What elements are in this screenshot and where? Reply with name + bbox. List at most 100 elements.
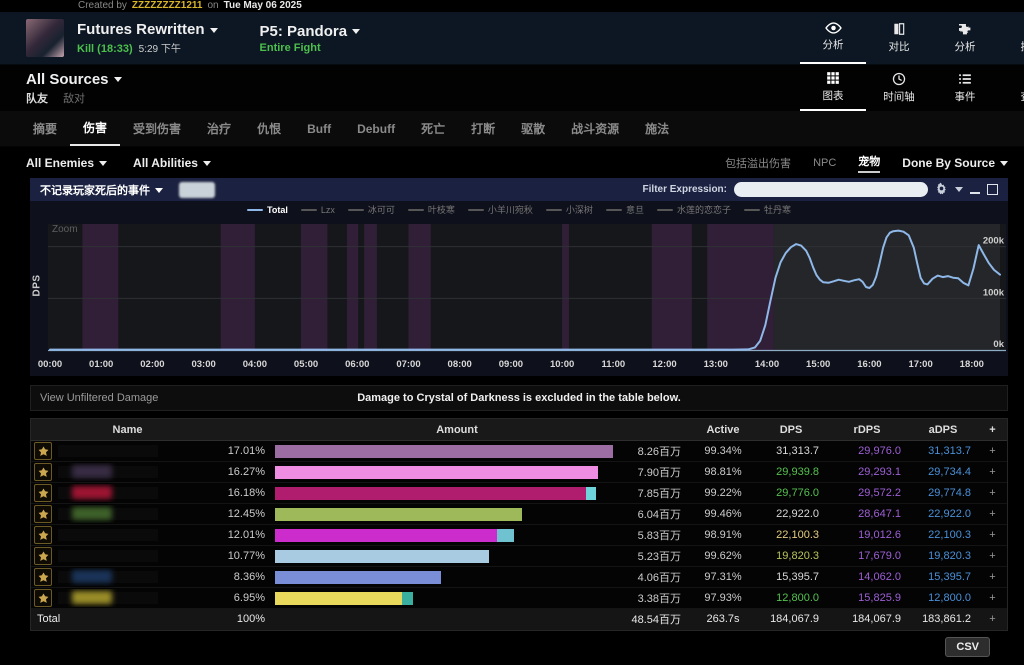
tab-11[interactable]: 施法 xyxy=(645,122,670,136)
friendlies-toggle[interactable]: 队友 xyxy=(26,92,48,105)
legend-label: 水莲的恋恋子 xyxy=(676,205,731,215)
gear-menu-caret[interactable] xyxy=(955,187,963,192)
npc-toggle[interactable]: NPC xyxy=(813,156,837,169)
legend-item-5[interactable]: 小深树 xyxy=(545,203,593,216)
legend-item-6[interactable]: 意旦 xyxy=(605,203,644,216)
table-row[interactable]: 16.18% 7.85百万 99.22% 29,776.0 29,572.2 29,774… xyxy=(31,483,1007,504)
legend-item-4[interactable]: 小羊川宛秋 xyxy=(467,203,533,216)
nav-timeline[interactable]: 时间轴 xyxy=(866,65,932,111)
created-by-strip: Created by ZZZZZZZZ1211 on Tue May 06 20… xyxy=(0,0,1024,12)
tab-6[interactable]: Debuff xyxy=(357,121,396,136)
table-row[interactable]: 17.01% 8.26百万 99.34% 31,313.7 29,976.0 31,313… xyxy=(31,441,1007,462)
blurred-button[interactable] xyxy=(179,181,215,198)
col-active[interactable]: Active xyxy=(706,423,740,436)
tab-1[interactable]: 伤害 xyxy=(70,111,121,146)
tab-10[interactable]: 战斗资源 xyxy=(571,122,620,136)
tab-0[interactable]: 摘要 xyxy=(33,122,58,136)
x-tick-label: 06:00 xyxy=(345,359,369,370)
table-row[interactable]: 12.45% 6.04百万 99.46% 22,922.0 28,647.1 22,922… xyxy=(31,504,1007,525)
legend-item-8[interactable]: 牡丹寒 xyxy=(743,203,791,216)
x-tick-label: 13:00 xyxy=(704,359,728,370)
tab-7[interactable]: 死亡 xyxy=(421,122,446,136)
legend-swatch xyxy=(467,208,484,211)
legend-label: Lzx xyxy=(320,204,335,215)
legend-swatch xyxy=(347,208,364,211)
damage-bar xyxy=(275,528,514,542)
legend-swatch xyxy=(743,208,760,211)
pets-toggle[interactable]: 宠物 xyxy=(858,153,881,173)
col-amount[interactable]: Amount xyxy=(436,423,478,436)
legend-item-0[interactable]: Total xyxy=(247,205,288,215)
legend-label: 冰可可 xyxy=(367,205,395,215)
x-tick-label: 07:00 xyxy=(396,359,420,370)
csv-export-button[interactable]: CSV xyxy=(945,637,990,657)
job-icon xyxy=(34,547,52,565)
enemies-toggle[interactable]: 敌对 xyxy=(63,92,86,105)
y-tick-label: 100k xyxy=(983,287,1005,298)
x-tick-label: 04:00 xyxy=(243,359,267,370)
table-row[interactable]: 16.27% 7.90百万 98.81% 29,939.8 29,293.1 29,734… xyxy=(31,462,1007,483)
dps-plot[interactable]: DPS Zoom 00:00 01:00 02:00 03:00 04:00 05:00 0… xyxy=(30,218,1008,376)
phase-band xyxy=(220,224,255,351)
nav-analysis[interactable]: 分析 xyxy=(932,12,998,64)
all-enemies-dropdown[interactable]: All Enemies xyxy=(26,156,108,170)
legend-label: 小羊川宛秋 xyxy=(487,205,533,215)
redacted-player-name xyxy=(58,550,158,562)
table-total-row: Total 100% 48.54百万 263.7s 184,067.9 184,067.9… xyxy=(31,609,1007,630)
phase-band xyxy=(82,224,119,351)
report-title-dropdown[interactable]: Futures Rewritten xyxy=(77,21,218,38)
tab-9[interactable]: 驱散 xyxy=(521,122,546,136)
legend-swatch xyxy=(605,208,622,211)
report-thumbnail[interactable] xyxy=(26,19,64,57)
chevron-down-icon xyxy=(113,77,122,83)
tab-5[interactable]: Buff xyxy=(307,121,332,136)
filter-expression-label: Filter Expression: xyxy=(642,184,727,195)
table-row[interactable]: 12.01% 5.83百万 98.91% 22,100.3 19,012.6 22,100… xyxy=(31,525,1007,546)
tab-3[interactable]: 治疗 xyxy=(207,122,232,136)
chart-legend: Total Lzx 冰可可 叶枝寒 小羊川宛秋 小深树 意旦 水莲的恋恋子 牡丹寒 xyxy=(30,201,1008,218)
legend-item-2[interactable]: 冰可可 xyxy=(347,203,395,216)
table-row[interactable]: 8.36% 4.06百万 97.31% 15,395.7 14,062.0 15,395.… xyxy=(31,567,1007,588)
legend-item-7[interactable]: 水莲的恋恋子 xyxy=(656,203,731,216)
maximize-icon[interactable] xyxy=(987,184,998,195)
death-filter-dropdown[interactable]: 不记录玩家死后的事件 xyxy=(40,182,163,198)
col-dps[interactable]: DPS xyxy=(779,423,803,436)
legend-swatch xyxy=(656,208,673,211)
col-name[interactable]: Name xyxy=(112,423,143,436)
fight-dropdown[interactable]: P5: Pandora xyxy=(260,23,361,40)
legend-label: 意旦 xyxy=(625,205,644,215)
dps-line-chart[interactable]: 00:00 01:00 02:00 03:00 04:00 05:00 06:00 07:00… xyxy=(30,218,1008,376)
view-unfiltered-link[interactable]: View Unfiltered Damage xyxy=(40,392,159,404)
legend-item-1[interactable]: Lzx xyxy=(300,204,335,215)
table-row[interactable]: 6.95% 3.38百万 97.93% 12,800.0 15,825.9 12,800.… xyxy=(31,588,1007,609)
nav-queries[interactable]: 查询 xyxy=(998,65,1024,111)
overkill-toggle[interactable]: 包括溢出伤害 xyxy=(725,157,792,170)
col-plus[interactable]: + xyxy=(989,423,996,436)
gear-icon[interactable] xyxy=(935,182,948,198)
nav-charts[interactable]: 图表 xyxy=(800,65,866,111)
nav-analyze[interactable]: 分析 xyxy=(800,12,866,64)
tab-8[interactable]: 打断 xyxy=(471,122,496,136)
chevron-down-icon xyxy=(352,29,361,35)
damage-bar xyxy=(275,549,489,563)
source-bar: All Sources 队友 敌对 图表 时间轴 事件 查询 xyxy=(0,65,1024,111)
nav-rankings[interactable]: 排名 xyxy=(998,12,1024,64)
report-date: Tue May 06 2025 xyxy=(223,0,302,11)
legend-item-3[interactable]: 叶枝寒 xyxy=(407,203,455,216)
tab-4[interactable]: 仇恨 xyxy=(257,122,282,136)
chevron-down-icon xyxy=(202,160,211,166)
minimize-icon[interactable] xyxy=(970,191,980,194)
tab-2[interactable]: 受到伤害 xyxy=(133,122,182,136)
nav-events[interactable]: 事件 xyxy=(932,65,998,111)
damage-table: Name Amount Active DPS rDPS aDPS + 17.01… xyxy=(30,418,1008,631)
author-link[interactable]: ZZZZZZZZ1211 xyxy=(131,0,203,11)
done-by-source-dropdown[interactable]: Done By Source xyxy=(902,156,1008,170)
sources-dropdown[interactable]: All Sources xyxy=(26,71,1024,88)
filter-expression-input[interactable] xyxy=(734,182,928,197)
col-rdps[interactable]: rDPS xyxy=(853,423,881,436)
table-row[interactable]: 10.77% 5.23百万 99.62% 19,820.3 17,679.0 19,820… xyxy=(31,546,1007,567)
all-abilities-dropdown[interactable]: All Abilities xyxy=(133,156,211,170)
filter-bar: All Enemies All Abilities 包括溢出伤害 NPC 宠物 … xyxy=(0,147,1024,178)
col-adps[interactable]: aDPS xyxy=(928,423,958,436)
nav-compare[interactable]: 对比 xyxy=(866,12,932,64)
